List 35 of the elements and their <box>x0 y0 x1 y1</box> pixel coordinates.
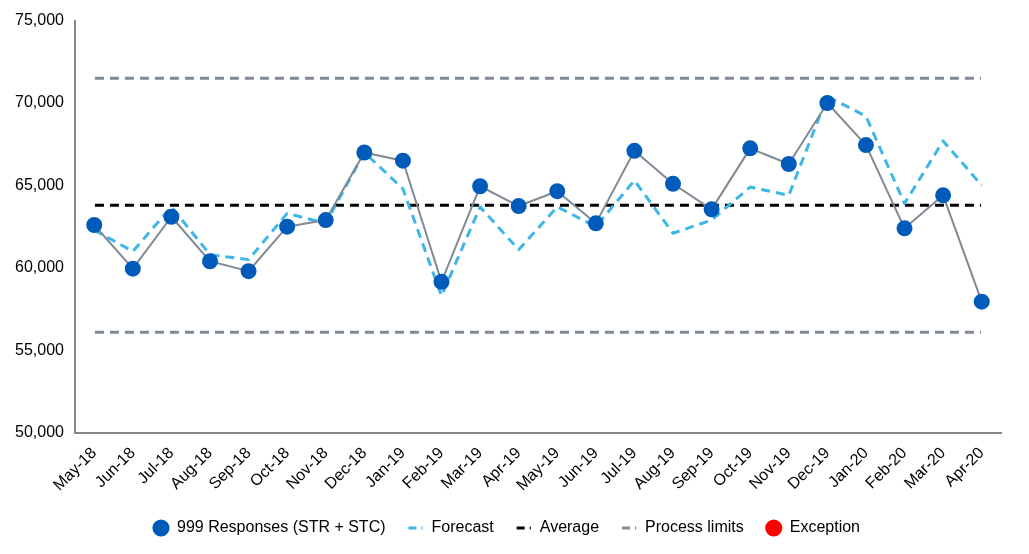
legend-label: Average <box>539 518 600 536</box>
point <box>742 140 759 157</box>
point <box>433 273 450 290</box>
point <box>472 178 489 195</box>
point <box>356 144 373 161</box>
y-tick-label: 65,000 <box>15 175 65 193</box>
point <box>935 187 952 204</box>
point <box>665 175 682 192</box>
point <box>124 260 141 277</box>
y-tick-label: 75,000 <box>15 11 65 29</box>
point <box>703 201 720 218</box>
point <box>240 263 257 280</box>
point <box>780 156 797 173</box>
point <box>279 218 296 235</box>
y-tick-label: 55,000 <box>15 340 65 358</box>
point <box>510 198 527 215</box>
point <box>549 183 566 200</box>
point <box>587 215 604 232</box>
point <box>163 208 180 225</box>
y-tick-label: 70,000 <box>15 93 65 111</box>
point <box>317 212 334 229</box>
point <box>819 95 836 112</box>
legend-label: 999 Responses (STR + STC) <box>176 518 386 536</box>
point <box>857 137 874 154</box>
legend-label: Exception <box>789 518 861 536</box>
point <box>973 293 990 310</box>
point <box>896 220 913 237</box>
point <box>626 142 643 159</box>
y-tick-label: 60,000 <box>15 258 65 276</box>
point <box>86 217 103 233</box>
point <box>201 253 218 270</box>
legend-label: Process limits <box>645 518 744 536</box>
y-tick-label: 50,000 <box>15 423 65 441</box>
legend-label: Forecast <box>431 518 495 536</box>
point <box>394 152 411 169</box>
